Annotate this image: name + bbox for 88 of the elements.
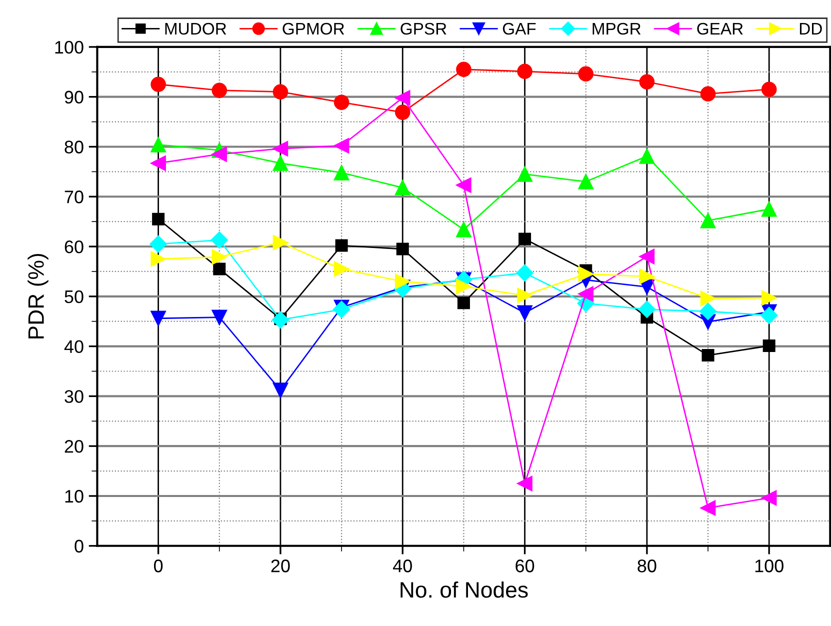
point — [212, 146, 228, 162]
point — [639, 268, 655, 284]
x-tick-label: 100 — [755, 560, 784, 572]
y-tick-label: 20 — [64, 440, 84, 453]
point — [150, 310, 166, 326]
point — [517, 305, 532, 321]
legend-label: GPMOR — [282, 22, 344, 35]
point — [578, 66, 594, 82]
y-tick-label: 30 — [64, 390, 84, 403]
point — [517, 288, 532, 304]
legend-label: MUDOR — [165, 22, 226, 35]
point — [699, 302, 717, 320]
x-tick-label: 20 — [271, 560, 290, 572]
point — [394, 104, 410, 120]
point — [456, 278, 472, 294]
point — [761, 201, 777, 217]
point — [335, 239, 348, 252]
point — [639, 74, 655, 90]
point — [700, 212, 716, 228]
point — [272, 234, 288, 250]
point — [210, 231, 228, 249]
x-tick-label: 0 — [154, 560, 163, 572]
point — [702, 349, 714, 362]
y-tick-label: 0 — [74, 540, 84, 553]
point — [150, 235, 167, 253]
point — [457, 296, 470, 310]
point — [638, 300, 656, 318]
point — [334, 94, 350, 110]
point — [212, 249, 228, 265]
point — [761, 490, 777, 506]
point — [518, 232, 532, 246]
point — [334, 165, 350, 180]
legend-label: DD — [800, 23, 822, 34]
point — [272, 84, 288, 100]
y-tick-label: 70 — [64, 190, 84, 204]
point — [456, 222, 472, 238]
point — [394, 90, 410, 106]
point — [150, 76, 166, 92]
legend-label: GPSR — [400, 22, 446, 35]
point — [761, 82, 777, 97]
point — [762, 340, 776, 352]
point — [212, 82, 228, 98]
y-tick-label: 50 — [64, 290, 84, 304]
point — [152, 212, 165, 226]
point — [272, 156, 288, 171]
point — [150, 251, 166, 267]
x-axis-title: No. of Nodes — [400, 581, 528, 598]
y-tick-label: 90 — [64, 90, 84, 104]
point — [272, 382, 288, 398]
point — [578, 286, 594, 302]
point — [517, 166, 532, 182]
point — [517, 64, 532, 80]
legend-label: MPGR — [592, 22, 641, 35]
point — [396, 242, 409, 256]
legend-label: GEAR — [697, 22, 743, 35]
point — [760, 306, 778, 324]
point — [639, 148, 655, 164]
point — [516, 264, 534, 282]
point — [761, 290, 777, 306]
y-tick-label: 100 — [55, 40, 84, 54]
point — [394, 180, 410, 196]
point — [150, 137, 166, 152]
y-tick-label: 80 — [64, 140, 84, 154]
point — [517, 476, 532, 492]
point — [213, 262, 226, 276]
x-tick-label: 40 — [392, 560, 412, 572]
x-tick-label: 60 — [516, 560, 534, 572]
y-axis-title: PDR (%) — [28, 254, 48, 338]
point — [334, 138, 350, 154]
legend-label: GAF — [502, 22, 536, 35]
point — [578, 174, 594, 190]
point — [334, 261, 350, 277]
y-tick-label: 40 — [64, 340, 84, 354]
point — [212, 310, 228, 326]
point — [700, 86, 716, 102]
point — [456, 62, 472, 78]
point — [456, 178, 472, 193]
point — [639, 248, 655, 264]
x-tick-label: 80 — [638, 560, 656, 572]
point — [700, 500, 716, 516]
point — [272, 141, 288, 156]
point — [578, 266, 594, 282]
y-tick-label: 60 — [64, 240, 84, 254]
point — [272, 311, 290, 328]
point — [700, 290, 716, 306]
point — [150, 156, 166, 171]
y-tick-label: 10 — [65, 490, 84, 503]
point — [394, 274, 410, 290]
